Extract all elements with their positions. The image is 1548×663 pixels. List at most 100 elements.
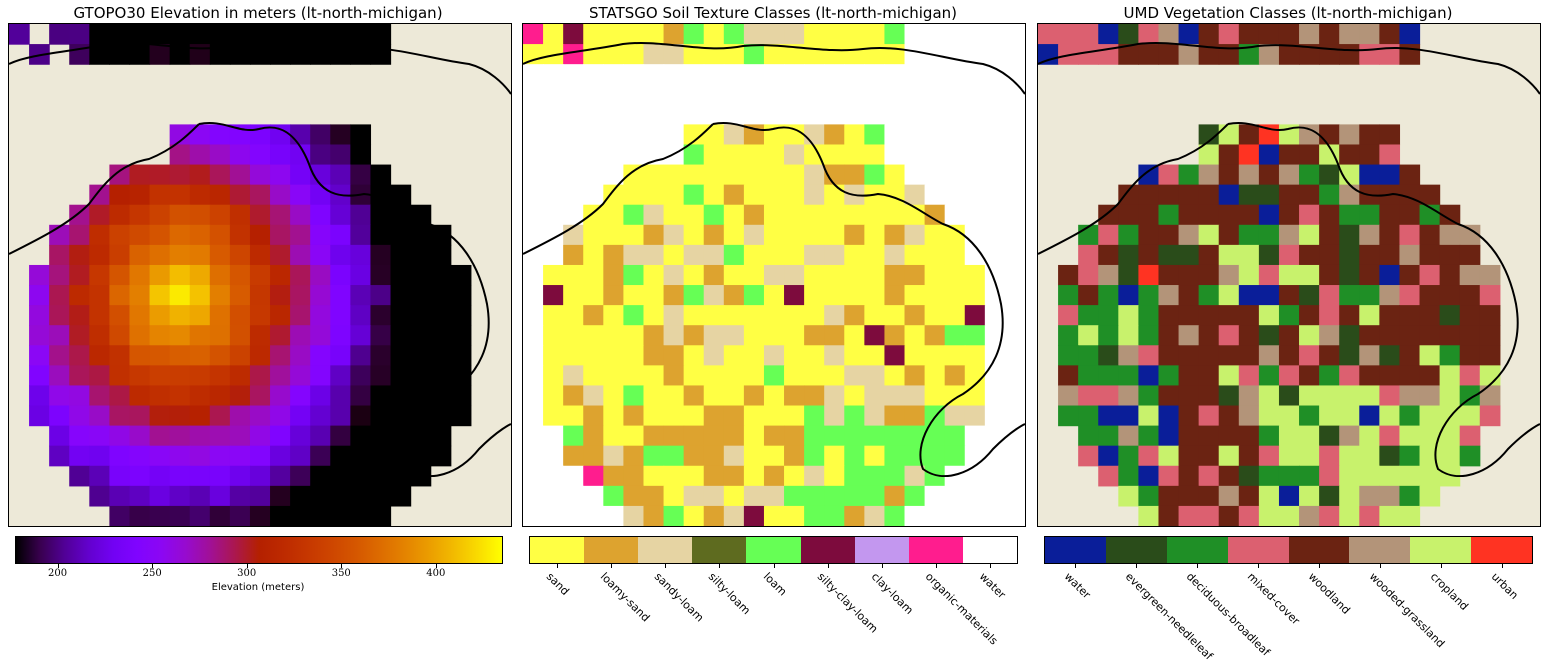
vegetation-cell: [1319, 285, 1340, 306]
soil-cell: [543, 445, 564, 467]
elevation-cell: [209, 405, 231, 427]
soil-cell: [543, 184, 564, 206]
soil-cell: [784, 24, 805, 45]
soil-cell: [663, 164, 685, 186]
soil-cell: [623, 64, 645, 85]
soil-cell: [603, 385, 624, 407]
vegetation-cell: [1098, 385, 1119, 407]
vegetation-cell: [1319, 224, 1340, 246]
soil-cell: [964, 264, 986, 286]
soil-cell: [583, 345, 604, 366]
vegetation-cell: [1098, 305, 1119, 326]
vegetation-cell: [1158, 164, 1180, 186]
soil-cell: [723, 425, 745, 447]
vegetation-cell: [1118, 305, 1139, 326]
soil-cell: [844, 505, 865, 526]
soil-cell: [824, 184, 845, 206]
vegetation-cell: [1058, 365, 1079, 387]
vegetation-cell: [1479, 305, 1501, 326]
elevation-cell: [350, 124, 372, 146]
vegetation-cell: [1258, 505, 1280, 526]
vegetation-cell: [1319, 184, 1340, 206]
soil-cell: [904, 264, 926, 286]
elevation-cell: [249, 405, 271, 427]
vegetation-cell: [1399, 224, 1421, 246]
soil-cell: [1004, 445, 1025, 467]
elevation-cell: [270, 224, 291, 246]
soil-cell: [663, 124, 685, 146]
vegetation-cell: [1299, 124, 1320, 146]
soil-cell: [904, 184, 926, 206]
vegetation-cell: [1479, 285, 1501, 306]
vegetation-cell: [1138, 465, 1160, 487]
soil-cell: [523, 84, 544, 105]
soil-cell: [543, 104, 564, 125]
vegetation-cell: [1319, 244, 1340, 266]
vegetation-cell: [1319, 365, 1340, 387]
soil-cell: [703, 104, 725, 125]
soil-cell: [603, 204, 624, 226]
soil-cell: [743, 325, 765, 346]
coastline: [1038, 41, 1540, 478]
vegetation-cell: [1258, 465, 1280, 487]
soil-tick: [989, 563, 991, 568]
soil-cell: [904, 305, 926, 326]
soil-cell: [944, 24, 966, 45]
soil-cell: [824, 144, 845, 166]
soil-cell: [623, 224, 645, 246]
elevation-cell: [290, 244, 311, 266]
soil-cell: [603, 325, 624, 346]
soil-cell: [784, 285, 805, 306]
elevation-cell: [189, 485, 211, 507]
soil-cell: [924, 425, 946, 447]
elevation-cell: [69, 244, 90, 266]
elevation-cell: [270, 144, 291, 166]
vegetation-cell: [1399, 285, 1421, 306]
vegetation-cell: [1359, 285, 1380, 306]
vegetation-cell: [1058, 385, 1079, 407]
soil-cell: [683, 224, 705, 246]
elevation-cell: [450, 345, 472, 366]
elevation-cell: [249, 365, 271, 387]
soil-cell: [864, 365, 886, 387]
soil-cell: [743, 184, 765, 206]
elevation-cell: [249, 24, 271, 45]
vegetation-cell: [1399, 305, 1421, 326]
vegetation-cell: [1419, 365, 1441, 387]
vegetation-cell: [1138, 184, 1160, 206]
elevation-cell: [390, 305, 412, 326]
soil-cell: [884, 305, 906, 326]
elevation-cell: [270, 425, 291, 447]
soil-cell: [623, 24, 645, 45]
soil-cell: [743, 264, 765, 286]
elevation-cell: [109, 385, 131, 407]
vegetation-cell: [1118, 264, 1139, 286]
soil-cell: [583, 305, 604, 326]
soil-cell: [623, 425, 645, 447]
soil-cell: [1004, 264, 1025, 286]
vegetation-cell: [1178, 465, 1200, 487]
soil-cell: [703, 385, 725, 407]
vegetation-cell: [1078, 425, 1099, 447]
soil-cell: [804, 445, 825, 467]
vegetation-cell: [1339, 485, 1360, 507]
vegetation-cell: [1178, 345, 1200, 366]
vegetation-cell: [1098, 465, 1119, 487]
soil-cell: [543, 84, 564, 105]
elevation-cell: [249, 345, 271, 366]
vegetation-cell: [1399, 405, 1421, 427]
soil-cell: [583, 465, 604, 487]
vegetation-cell: [1379, 465, 1401, 487]
soil-cell: [964, 164, 986, 186]
soil-cell: [824, 285, 845, 306]
vegetation-cell: [1379, 244, 1401, 266]
soil-cell: [563, 244, 584, 266]
soil-cell: [603, 285, 624, 306]
elevation-cell: [229, 305, 251, 326]
elevation-cell: [109, 285, 131, 306]
elevation-cell: [370, 505, 392, 526]
elevation-cell: [209, 425, 231, 447]
soil-cell: [964, 385, 986, 407]
elevation-cell: [249, 325, 271, 346]
soil-cell: [523, 485, 544, 507]
